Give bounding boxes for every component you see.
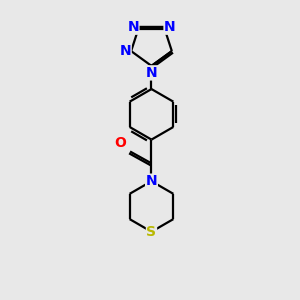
Text: N: N bbox=[164, 20, 176, 34]
Text: N: N bbox=[146, 66, 157, 80]
Text: N: N bbox=[119, 44, 131, 58]
Text: S: S bbox=[146, 225, 157, 239]
Text: N: N bbox=[127, 20, 139, 34]
Text: O: O bbox=[115, 136, 127, 150]
Text: N: N bbox=[146, 174, 157, 188]
